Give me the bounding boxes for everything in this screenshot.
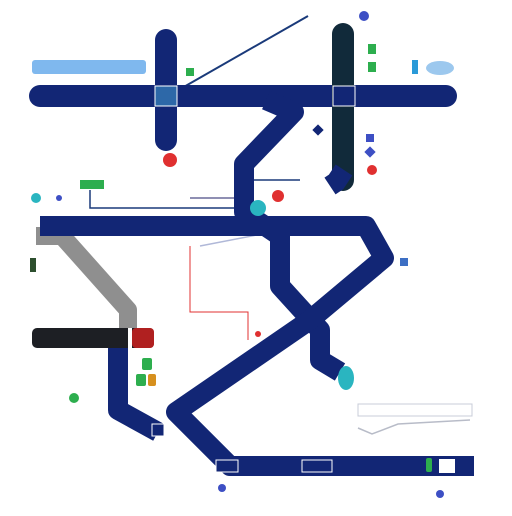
black-box[interactable] (32, 328, 154, 348)
green-node[interactable] (30, 258, 36, 272)
light-blue-node[interactable] (426, 61, 454, 75)
connector-line (181, 15, 309, 89)
teal-node[interactable] (31, 193, 41, 203)
station-marker[interactable] (154, 85, 178, 107)
black-box-end (132, 328, 154, 348)
black-box-accent (128, 328, 132, 348)
green-node[interactable] (368, 44, 376, 54)
blue-node[interactable] (436, 490, 444, 498)
connector-line (89, 179, 300, 209)
blue-node[interactable] (400, 258, 408, 266)
label-top-left-banner (34, 61, 144, 73)
red-node[interactable] (272, 190, 284, 202)
station-table (357, 403, 473, 417)
blue-node[interactable] (186, 68, 194, 76)
station-marker[interactable] (437, 457, 457, 475)
blue-node[interactable] (56, 195, 62, 201)
station-marker[interactable] (151, 423, 165, 437)
teal-node[interactable] (69, 393, 79, 403)
navy-line-right-branch (324, 164, 353, 195)
teal-node[interactable] (338, 366, 354, 390)
green-node[interactable] (148, 374, 156, 386)
green-node[interactable] (142, 358, 152, 370)
red-node[interactable] (255, 331, 261, 337)
green-node[interactable] (368, 62, 376, 72)
green-node[interactable] (80, 180, 104, 189)
station-marker[interactable] (332, 85, 356, 107)
station-marker[interactable] (301, 459, 333, 473)
blue-node[interactable] (359, 11, 369, 21)
green-node[interactable] (426, 458, 432, 472)
blue-node[interactable] (366, 134, 374, 142)
banner-box[interactable] (32, 60, 146, 74)
red-node[interactable] (367, 165, 377, 175)
station-marker[interactable] (215, 459, 239, 473)
green-node[interactable] (136, 374, 146, 386)
blue-node[interactable] (218, 484, 226, 492)
light-blue-node[interactable] (412, 60, 418, 74)
grey-line (36, 227, 137, 340)
red-node[interactable] (163, 153, 177, 167)
blue-node[interactable] (364, 146, 376, 158)
connector-line (189, 246, 249, 340)
teal-node[interactable] (250, 200, 266, 216)
navy-line-lower (108, 340, 163, 441)
connector-line (357, 419, 471, 435)
blue-node[interactable] (312, 124, 324, 136)
